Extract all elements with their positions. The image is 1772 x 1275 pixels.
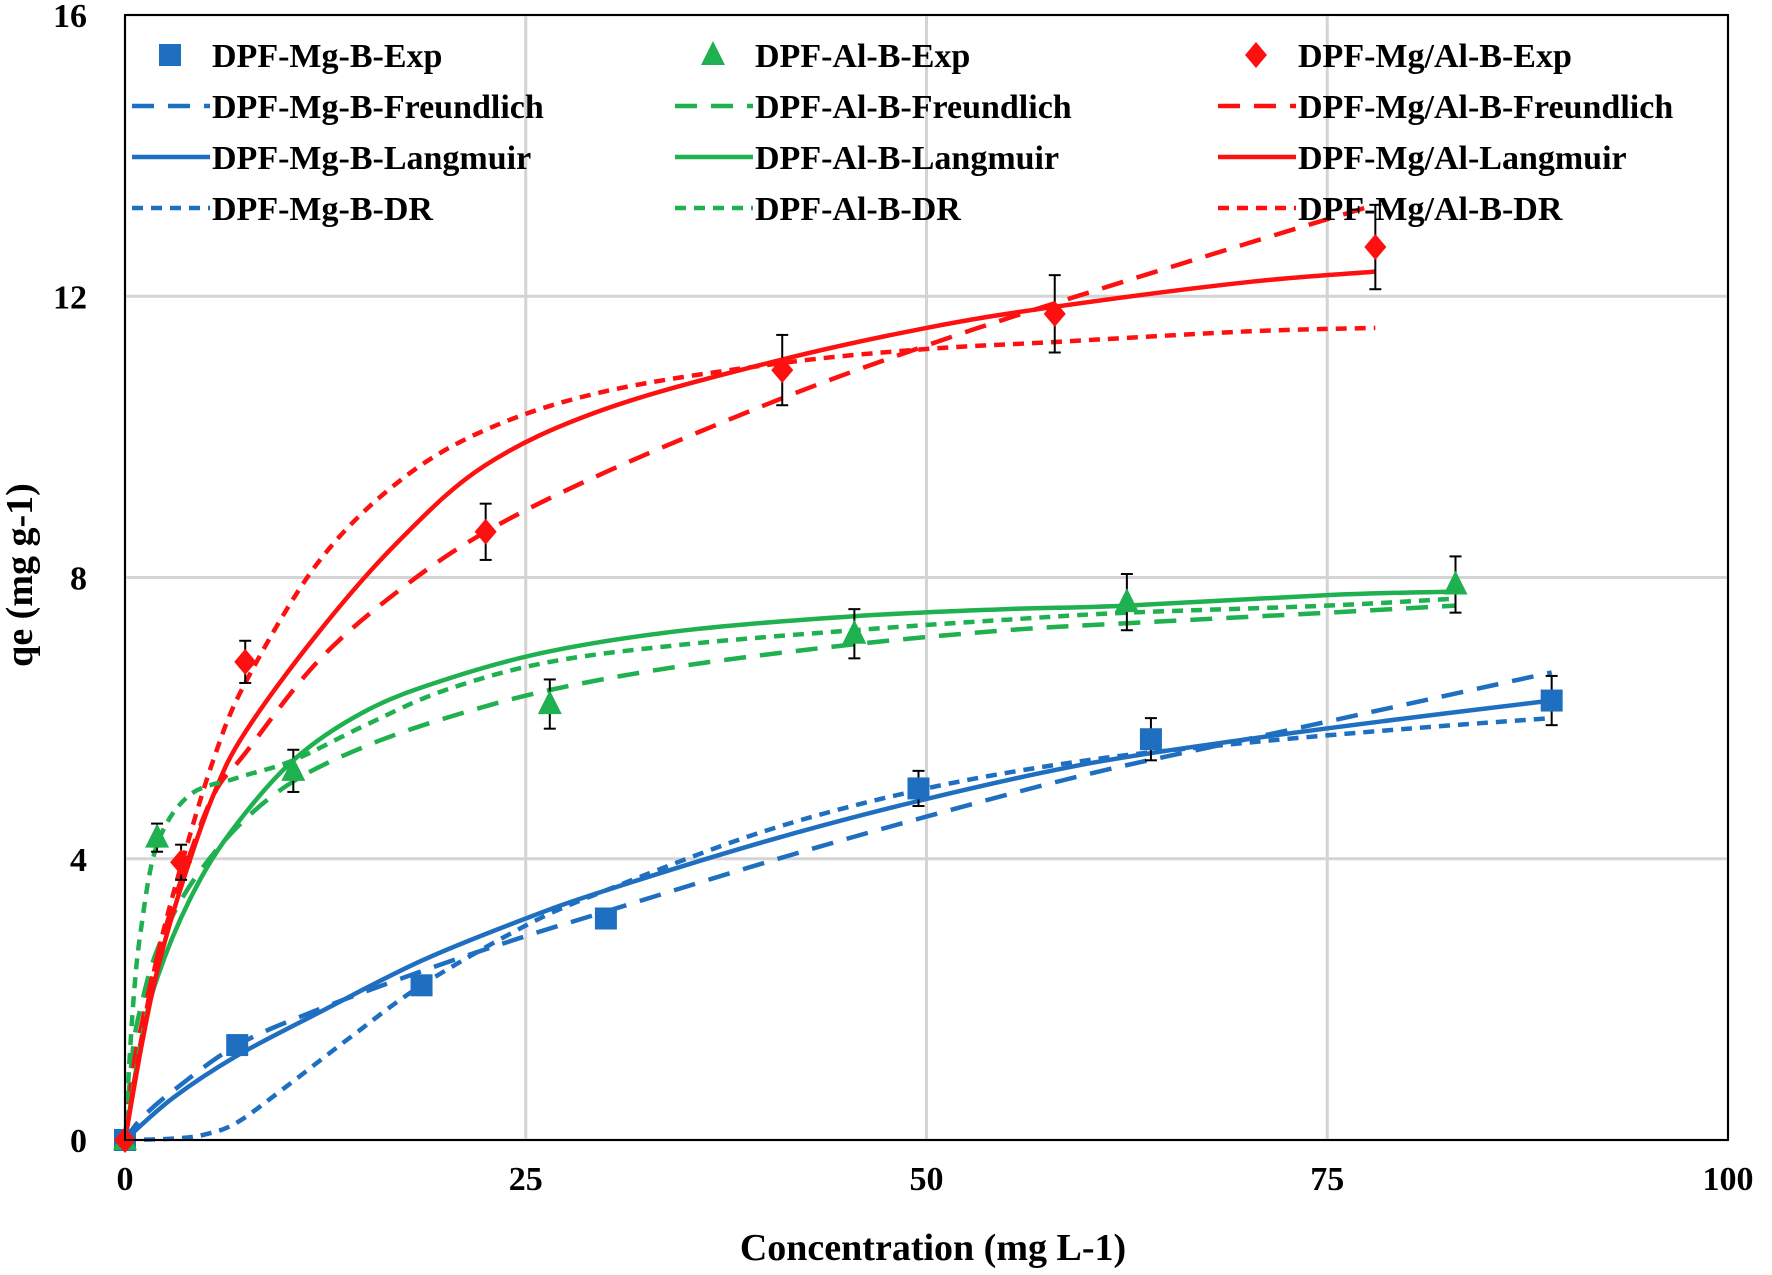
data-point — [170, 849, 193, 876]
data-point — [234, 648, 257, 675]
y-tick-label: 12 — [53, 279, 87, 316]
x-axis-title: Concentration (mg L-1) — [740, 1227, 1126, 1269]
legend-label: DPF-Mg-B-Langmuir — [212, 140, 531, 177]
tick-labels: 0 25 50 75 100 0 4 8 12 16 — [53, 0, 1754, 1198]
data-point — [1540, 689, 1563, 712]
series-dpf-al-b-langmuir — [122, 589, 1456, 1141]
y-tick-label: 4 — [70, 842, 87, 879]
legend-item: DPF-Mg/Al-B-DR — [1218, 191, 1563, 228]
data-point — [537, 690, 562, 715]
data-point — [842, 619, 867, 644]
legend-label: DPF-Mg/Al-B-Exp — [1298, 38, 1572, 75]
x-tick-label: 50 — [910, 1161, 944, 1198]
data-point — [594, 907, 617, 930]
legend-label: DPF-Mg/Al-B-DR — [1298, 191, 1563, 228]
y-tick-label: 16 — [53, 0, 87, 35]
legend-item: DPF-Mg-B-DR — [132, 191, 433, 228]
series-dpf-mg-b-langmuir — [123, 698, 1552, 1142]
data-point — [1114, 588, 1139, 613]
data-point — [226, 1034, 249, 1057]
data-point — [1443, 570, 1468, 595]
y-tick-label: 0 — [70, 1123, 87, 1160]
legend-label: DPF-Mg-B-DR — [212, 191, 433, 228]
data-point — [474, 518, 497, 545]
x-tick-label: 75 — [1310, 1161, 1344, 1198]
legend-item: DPF-Mg/Al-Langmuir — [1218, 140, 1627, 177]
series-dpf-mg-b-freundlich — [123, 670, 1553, 1142]
x-tick-label: 0 — [117, 1161, 134, 1198]
legend-label: DPF-Al-B-Langmuir — [755, 140, 1059, 177]
series-dpf-mg-b-dr — [124, 715, 1552, 1143]
legend-item: DPF-Mg-B-Freundlich — [132, 89, 544, 126]
series-line — [122, 596, 1456, 1141]
legend-item: DPF-Al-B-Exp — [701, 38, 970, 75]
series-dpf-mg-al-b-dr — [122, 325, 1376, 1141]
data-point — [1364, 234, 1387, 261]
data-point — [1043, 300, 1066, 327]
series-line — [122, 325, 1376, 1141]
legend-item: DPF-Al-B-Freundlich — [675, 89, 1072, 126]
legend-label: DPF-Mg/Al-Langmuir — [1298, 140, 1627, 177]
legend-label: DPF-Al-B-Freundlich — [755, 89, 1072, 126]
y-tick-label: 8 — [70, 561, 87, 598]
data-point — [771, 357, 794, 384]
data-point — [1139, 728, 1162, 751]
legend-item: DPF-Mg/Al-B-Freundlich — [1218, 89, 1673, 126]
data-point — [145, 823, 170, 848]
legend-item: DPF-Mg-B-Langmuir — [132, 140, 531, 177]
legend: DPF-Mg-B-Exp DPF-Al-B-Exp DPF-Mg/Al-B-Exp D… — [132, 38, 1673, 228]
series-dpf-al-b-dr — [122, 596, 1456, 1141]
series-dpf-mg-al-b-freundlich — [122, 202, 1376, 1141]
legend-item: DPF-Mg/Al-B-Exp — [1245, 38, 1572, 75]
legend-marker — [1245, 42, 1267, 68]
legend-item: DPF-Al-B-Langmuir — [675, 140, 1059, 177]
x-tick-label: 25 — [509, 1161, 543, 1198]
data-point — [410, 974, 433, 997]
legend-label: DPF-Mg-B-Freundlich — [212, 89, 544, 126]
data-point — [907, 777, 930, 800]
data-point — [281, 756, 306, 781]
plot-frame — [124, 14, 1729, 1141]
legend-label: DPF-Al-B-DR — [755, 191, 961, 228]
series-layer — [113, 202, 1563, 1153]
series-line — [122, 589, 1456, 1141]
x-tick-label: 100 — [1703, 1161, 1754, 1198]
series-dpf-al-b-freundlich — [122, 603, 1456, 1141]
series-line — [124, 715, 1552, 1143]
legend-marker — [159, 44, 181, 66]
series-line — [122, 603, 1456, 1141]
legend-label: DPF-Mg-B-Exp — [212, 38, 442, 75]
legend-item: DPF-Mg-B-Exp — [159, 38, 442, 75]
legend-label: DPF-Al-B-Exp — [755, 38, 970, 75]
series-line — [122, 202, 1376, 1141]
y-axis-title: qe (mg g-1) — [0, 483, 41, 667]
legend-item: DPF-Al-B-DR — [675, 191, 961, 228]
series-dpf-mg-b-exp — [114, 674, 1563, 1151]
legend-label: DPF-Mg/Al-B-Freundlich — [1298, 89, 1673, 126]
series-line — [123, 670, 1553, 1142]
series-line — [123, 698, 1552, 1142]
legend-marker — [701, 41, 725, 65]
